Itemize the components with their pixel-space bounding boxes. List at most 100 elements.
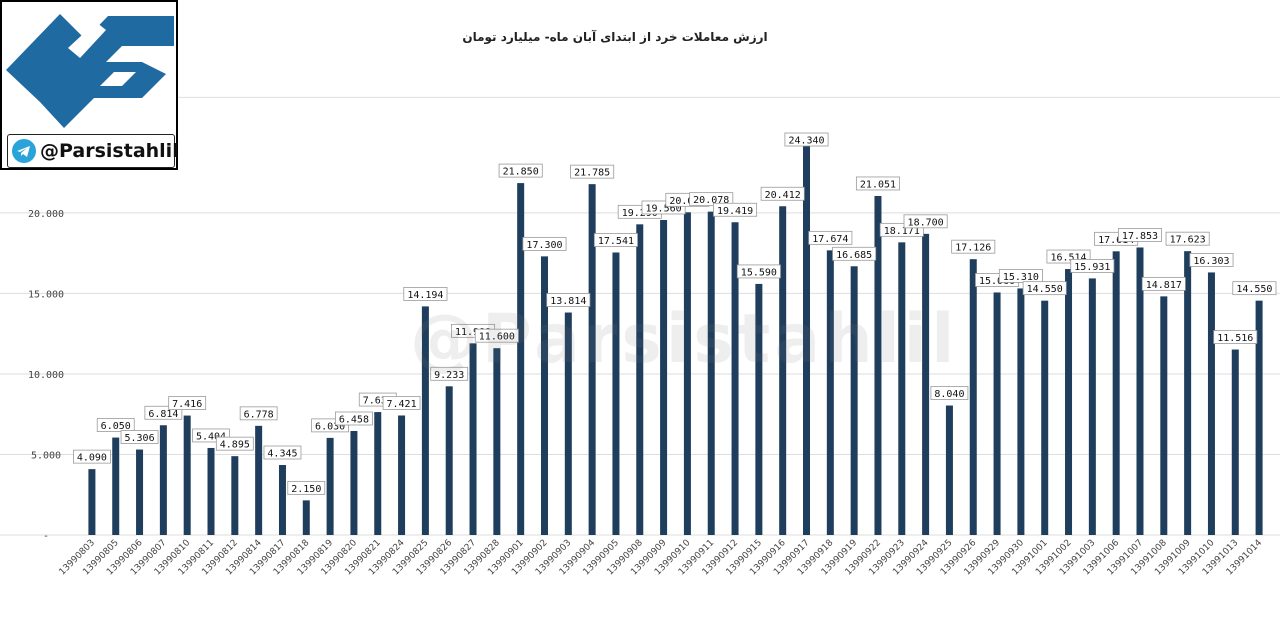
data-label-box xyxy=(998,269,1043,283)
data-label: 13.814 xyxy=(550,296,586,307)
data-label: 19.560 xyxy=(646,203,682,214)
data-label: 4.345 xyxy=(267,449,297,460)
bar xyxy=(922,233,930,535)
data-label-box xyxy=(593,233,638,247)
data-label: 16.514 xyxy=(1050,253,1086,264)
data-label: 20.036 xyxy=(669,196,705,207)
data-label: 18.171 xyxy=(884,226,920,237)
bar xyxy=(540,256,548,535)
bar xyxy=(731,222,739,535)
bar xyxy=(969,259,977,535)
data-label-box xyxy=(168,396,207,410)
bar xyxy=(564,312,572,535)
bar xyxy=(850,266,858,535)
data-label: 7.421 xyxy=(387,399,417,410)
data-label: 17.126 xyxy=(955,243,991,254)
data-label-box xyxy=(1070,259,1115,273)
data-label: 16.303 xyxy=(1193,256,1229,267)
data-label-box xyxy=(1117,228,1162,242)
bar xyxy=(469,343,477,535)
bar xyxy=(874,195,882,536)
bar xyxy=(945,405,953,535)
data-label: 6.050 xyxy=(101,421,131,432)
x-axis: 1399080313990805139908061399080713990810… xyxy=(58,538,1265,578)
bar xyxy=(683,212,691,535)
bars xyxy=(88,143,1263,536)
y-tick-label: 15.000 xyxy=(28,289,64,300)
data-label-box xyxy=(403,287,448,301)
bar xyxy=(1207,272,1215,535)
data-label: 21.850 xyxy=(503,167,539,178)
data-label: 17.853 xyxy=(1122,231,1158,242)
data-label: 17.623 xyxy=(1170,235,1206,246)
bar xyxy=(136,449,144,535)
bar xyxy=(707,211,715,535)
data-label: 20.078 xyxy=(693,195,729,206)
data-label: 6.814 xyxy=(148,409,178,420)
data-label: 5.404 xyxy=(196,431,226,442)
y-tick-label: - xyxy=(43,531,49,542)
data-label: 6.030 xyxy=(315,421,345,432)
data-label: 17.614 xyxy=(1098,235,1134,246)
data-label-box xyxy=(784,132,829,147)
bar xyxy=(231,456,239,535)
bar xyxy=(350,430,358,535)
chart-title: ارزش معاملات خرد از ابتدای آبان ماه- میل… xyxy=(462,30,768,44)
data-label-box xyxy=(951,239,996,254)
data-label-box xyxy=(855,176,900,191)
data-label-box xyxy=(570,164,615,179)
y-tick-label: 5.000 xyxy=(31,450,61,461)
bar xyxy=(1184,251,1192,535)
data-label-box xyxy=(522,236,567,251)
bar xyxy=(1041,300,1049,535)
data-label: 5.306 xyxy=(124,433,154,444)
data-label-box xyxy=(96,418,135,432)
data-label-box xyxy=(1022,281,1067,296)
bar xyxy=(207,447,215,535)
bar xyxy=(1255,300,1263,535)
data-label-box xyxy=(689,192,734,207)
data-label: 6.458 xyxy=(339,414,369,425)
telegram-handle-badge: @Parsistahlil xyxy=(7,134,179,168)
bar xyxy=(660,219,668,536)
data-label: 24.340 xyxy=(788,136,824,147)
data-label-box xyxy=(1232,281,1277,296)
bar xyxy=(88,469,96,535)
data-label-box xyxy=(73,449,111,464)
data-label: 4.895 xyxy=(220,440,250,451)
data-label: 14.550 xyxy=(1027,284,1063,295)
data-label: 19.290 xyxy=(622,208,658,219)
data-label-box xyxy=(808,230,853,245)
data-label: 17.674 xyxy=(812,234,848,245)
data-label: 19.419 xyxy=(717,206,753,217)
bar xyxy=(636,224,644,535)
bar xyxy=(255,425,263,535)
bar xyxy=(326,437,334,535)
data-label-box xyxy=(120,430,159,444)
data-label: 20.412 xyxy=(765,190,801,201)
data-label: 14.550 xyxy=(1236,284,1272,295)
data-label: 11.900 xyxy=(455,327,491,338)
bar xyxy=(517,183,525,536)
data-label-box xyxy=(760,186,805,201)
data-label: 21.785 xyxy=(574,168,610,179)
bar xyxy=(1231,349,1239,535)
bar xyxy=(278,465,286,535)
bar xyxy=(421,306,429,535)
data-label-box xyxy=(1141,276,1186,291)
data-label: 14.817 xyxy=(1146,280,1182,291)
data-label: 11.516 xyxy=(1217,333,1253,344)
data-label: 8.040 xyxy=(934,389,964,400)
bar xyxy=(588,184,596,535)
data-label: 6.778 xyxy=(244,409,274,420)
bar xyxy=(1112,251,1120,535)
bar xyxy=(826,250,834,535)
data-label: 17.541 xyxy=(598,236,634,247)
data-label: 15.310 xyxy=(1003,272,1039,283)
data-label-box xyxy=(546,293,591,307)
bar xyxy=(1065,269,1073,535)
data-label: 9.233 xyxy=(434,370,464,381)
bar xyxy=(183,415,191,535)
data-label: 7.416 xyxy=(172,399,202,410)
